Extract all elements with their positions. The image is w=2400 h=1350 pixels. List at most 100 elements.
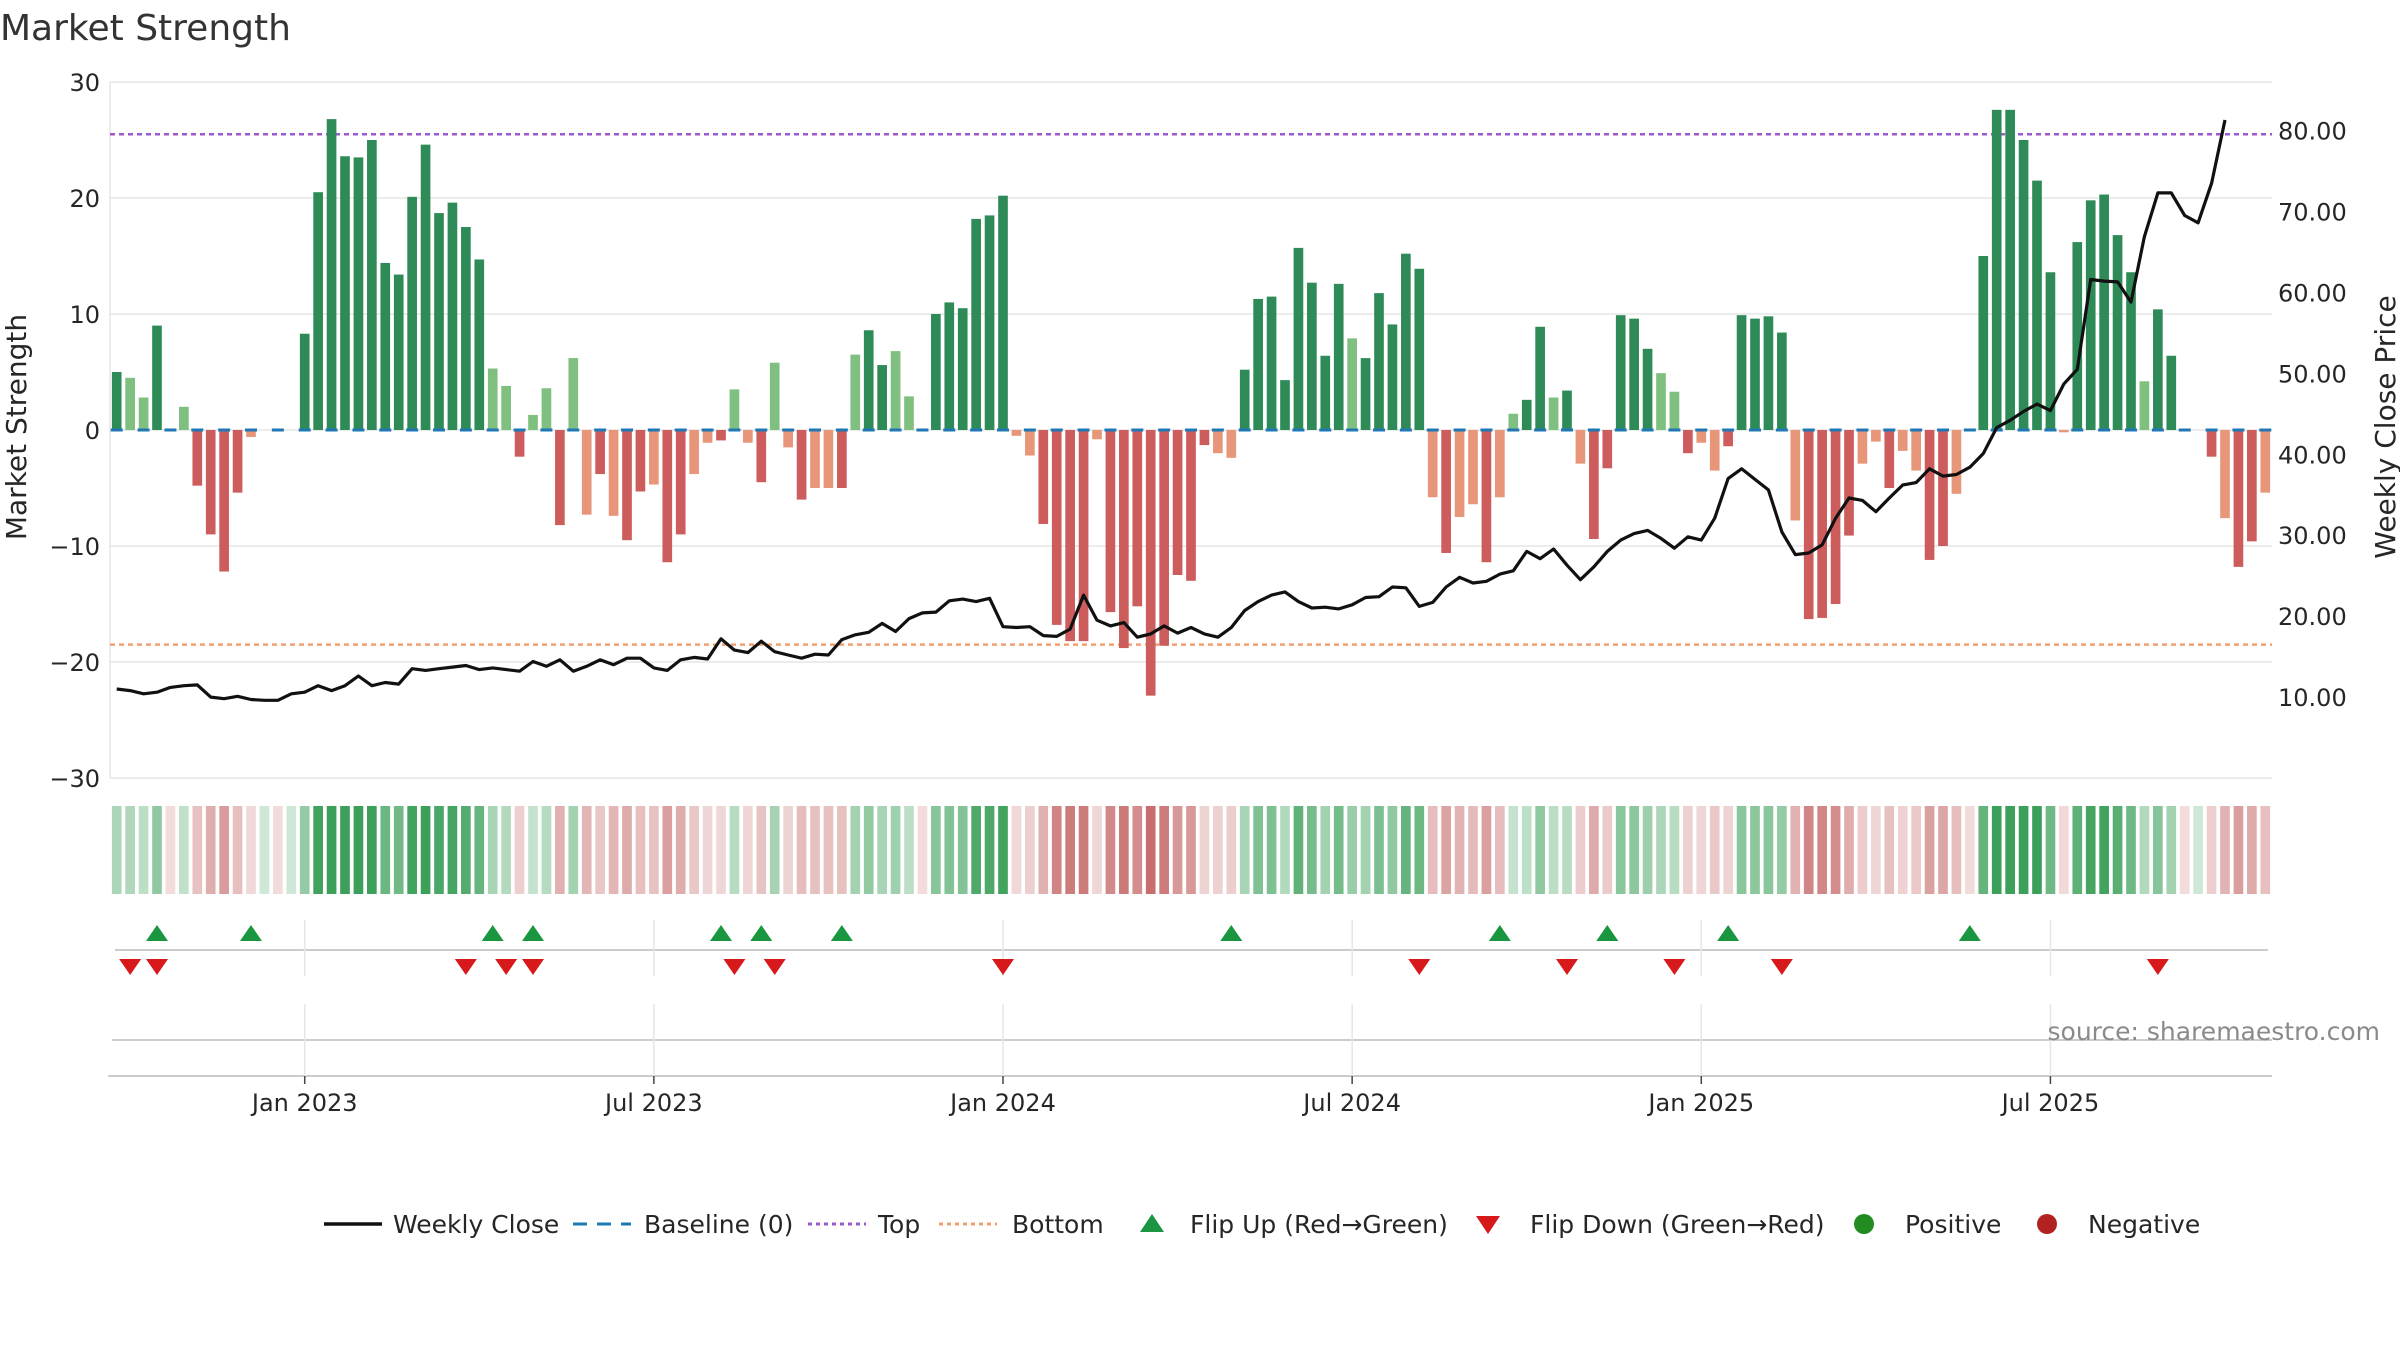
- flip-up-marker: [481, 925, 504, 941]
- heat-cell: [501, 806, 511, 894]
- heat-cell: [1132, 806, 1143, 894]
- heat-cell: [1965, 806, 1975, 894]
- heat-cell: [581, 806, 592, 894]
- heat-cell: [1333, 806, 1344, 894]
- strength-bar: [837, 430, 847, 488]
- y2-tick-label: 70.00: [2278, 198, 2347, 226]
- flip-down-marker: [1556, 959, 1578, 975]
- strength-bar: [1642, 348, 1653, 430]
- strength-bar: [984, 215, 995, 430]
- heat-cell: [1871, 806, 1881, 894]
- heat-cell: [1414, 806, 1425, 894]
- strength-bar: [1360, 358, 1371, 430]
- flip-up-marker: [750, 925, 773, 941]
- heat-cell: [2179, 806, 2190, 894]
- strength-bar: [1481, 430, 1492, 563]
- strength-bar: [1414, 268, 1425, 430]
- strength-bar: [1508, 413, 1519, 430]
- y-tick-label: 0: [85, 417, 100, 445]
- strength-bar: [595, 430, 605, 475]
- strength-bar: [1454, 430, 1465, 517]
- strength-bar: [2166, 355, 2177, 430]
- strength-bar: [796, 430, 807, 500]
- strength-bar: [1307, 282, 1317, 430]
- strength-bar: [1897, 430, 1908, 451]
- heat-cell: [1763, 806, 1774, 894]
- heat-cell: [1320, 806, 1331, 894]
- strength-bar: [528, 414, 538, 430]
- strength-bar: [2260, 430, 2271, 493]
- heat-cell: [1213, 806, 1223, 894]
- strength-bar: [232, 430, 243, 493]
- strength-bar: [501, 385, 511, 430]
- heat-cell: [1535, 806, 1545, 894]
- heat-cell: [1159, 806, 1169, 894]
- strength-bar: [1266, 296, 1277, 430]
- heat-cell: [1548, 806, 1559, 894]
- strength-bar: [434, 213, 444, 430]
- right-y-ticks: 10.00 20.00 30.00 40.00 50.00 60.00 70.00 80.00: [2278, 118, 2347, 713]
- heat-cell: [1683, 806, 1693, 894]
- strength-bar: [1132, 430, 1143, 607]
- heat-cell: [837, 806, 847, 894]
- heat-cell: [1307, 806, 1317, 894]
- strength-bar: [850, 354, 861, 430]
- heat-cell: [2045, 806, 2056, 894]
- heat-cell: [1615, 806, 1626, 894]
- heat-cell: [1025, 806, 1035, 894]
- strength-bar: [622, 430, 632, 541]
- flip-up-marker: [1596, 925, 1619, 941]
- x-tick-label: Jan 2025: [1646, 1089, 1754, 1117]
- strength-bar: [1589, 430, 1599, 540]
- strength-bar: [649, 430, 659, 485]
- heat-cell: [1266, 806, 1277, 894]
- strength-bar: [393, 274, 404, 430]
- heat-cell: [1709, 806, 1720, 894]
- y-tick-label: −30: [49, 765, 100, 793]
- strength-bar: [1991, 109, 2002, 430]
- heat-cell: [1253, 806, 1263, 894]
- strength-bar: [1669, 391, 1680, 430]
- strength-bar: [2247, 430, 2257, 542]
- strength-bar: [890, 351, 901, 430]
- strength-bar: [2005, 109, 2015, 430]
- strength-bar: [1280, 380, 1290, 430]
- strength-bar: [2018, 140, 2029, 430]
- heat-cell: [944, 806, 955, 894]
- heat-cell: [2072, 806, 2083, 894]
- flip-down-marker: [454, 959, 477, 975]
- heat-cell: [1038, 806, 1049, 894]
- heat-cell: [1427, 806, 1438, 894]
- heat-cell: [555, 806, 565, 894]
- heat-cell: [326, 806, 337, 894]
- strength-bar: [2072, 242, 2083, 430]
- flip-down-marker: [495, 959, 518, 975]
- strength-bar: [1401, 253, 1411, 430]
- heat-cell: [179, 806, 189, 894]
- strength-bar: [1199, 430, 1210, 446]
- flip-down-marker: [2146, 959, 2169, 975]
- heat-cell: [931, 806, 941, 894]
- heat-cell: [1924, 806, 1935, 894]
- heat-cell: [649, 806, 659, 894]
- heat-cell: [917, 806, 928, 894]
- heat-cell: [2247, 806, 2257, 894]
- strength-bar: [783, 430, 793, 448]
- strength-bar: [756, 430, 767, 483]
- strength-bar: [1763, 316, 1774, 430]
- heat-cell: [528, 806, 538, 894]
- heat-cell: [541, 806, 552, 894]
- strength-bar: [568, 358, 579, 430]
- heat-cell: [125, 806, 135, 894]
- heat-cell: [259, 806, 270, 894]
- source-note: source: sharemaestro.com: [2048, 1017, 2381, 1046]
- strength-bar: [1656, 373, 1666, 430]
- flip-down-marker: [119, 959, 142, 975]
- y2-tick-label: 50.00: [2278, 360, 2347, 388]
- heat-cell: [1145, 806, 1156, 894]
- strength-bar: [1038, 430, 1049, 524]
- strength-bar: [2099, 194, 2109, 430]
- strength-bar: [1186, 430, 1196, 581]
- heat-cell: [662, 806, 673, 894]
- heat-cell: [1897, 806, 1908, 894]
